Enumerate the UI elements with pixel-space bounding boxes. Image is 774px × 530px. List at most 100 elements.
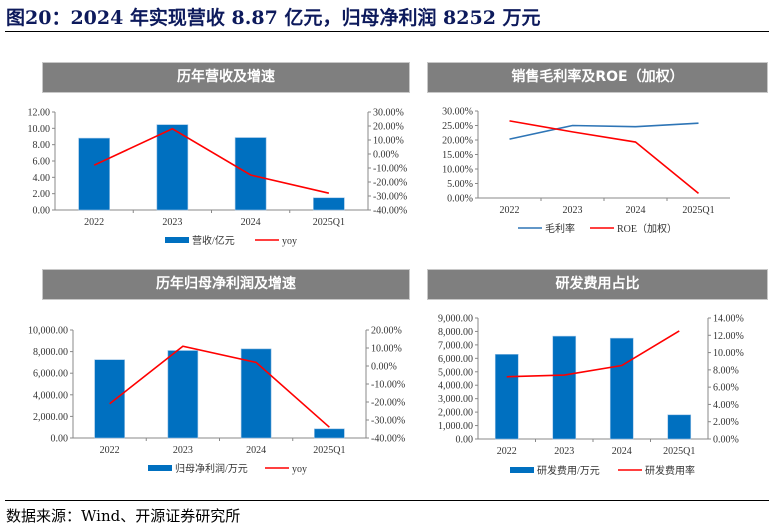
left-tick-label: 1,000.00 xyxy=(438,421,473,432)
figure-title: 图20：2024 年实现营收 8.87 亿元，归母净利润 8252 万元 xyxy=(6,7,541,29)
left-tick-label: 10,000.00 xyxy=(28,326,68,337)
x-tick-label: 2022 xyxy=(497,446,517,457)
x-tick-label: 2023 xyxy=(162,217,182,228)
bar xyxy=(667,414,692,440)
right-tick-label: 8.00% xyxy=(713,365,739,376)
left-tick-label: 0.00 xyxy=(33,206,51,217)
legend-swatch-bar xyxy=(148,465,172,471)
bar xyxy=(240,348,272,439)
left-tick-label: 6,000.00 xyxy=(438,354,473,365)
right-tick-label: 30.00% xyxy=(373,108,404,119)
right-tick-label: -40.00% xyxy=(373,206,407,217)
left-tick-label: 10.00 xyxy=(28,124,51,135)
series-line xyxy=(93,127,330,194)
left-tick-label: 4,000.00 xyxy=(33,390,68,401)
x-tick-label: 2022 xyxy=(500,205,520,216)
right-tick-label: -10.00% xyxy=(371,380,405,391)
bottom-rule xyxy=(5,500,769,501)
top-rule xyxy=(5,31,769,32)
right-tick-label: -10.00% xyxy=(373,164,407,175)
right-tick-label: -20.00% xyxy=(373,178,407,189)
right-tick-label: 12.00% xyxy=(713,331,744,342)
left-tick-label: 9,000.00 xyxy=(438,314,473,325)
right-tick-label: 10.00% xyxy=(713,348,744,359)
series-line xyxy=(509,122,699,140)
legend-label: 研发费用/万元 xyxy=(537,464,600,477)
legend-label: 研发费用率 xyxy=(645,464,695,477)
left-tick-label: 2.00 xyxy=(33,189,51,200)
left-tick-label: 7,000.00 xyxy=(438,340,473,351)
panel-title-margin-roe: 销售毛利率及ROE（加权） xyxy=(427,62,768,93)
bar xyxy=(552,335,577,440)
x-tick-label: 2023 xyxy=(173,445,193,456)
right-tick-label: 20.00% xyxy=(373,122,404,133)
series-line xyxy=(506,330,680,378)
right-tick-label: 6.00% xyxy=(713,383,739,394)
left-tick-label: 4.00 xyxy=(33,173,51,184)
left-tick-label: 0.00 xyxy=(456,435,474,446)
bar xyxy=(313,197,345,211)
bar xyxy=(314,428,345,439)
left-tick-label: 2,000.00 xyxy=(33,412,68,423)
x-tick-label: 2025Q1 xyxy=(663,446,695,457)
legend-label: ROE（加权） xyxy=(617,222,677,235)
bar xyxy=(609,337,634,440)
left-tick-label: 6.00 xyxy=(33,157,51,168)
right-tick-label: -20.00% xyxy=(371,398,405,409)
right-tick-label: 20.00% xyxy=(371,326,402,337)
bar xyxy=(494,353,519,440)
bar xyxy=(156,124,189,211)
right-tick-label: 14.00% xyxy=(713,314,744,325)
left-tick-label: 5,000.00 xyxy=(438,367,473,378)
left-tick-label: 25.00% xyxy=(442,121,473,132)
legend-label: 毛利率 xyxy=(545,222,575,235)
x-tick-label: 2025Q1 xyxy=(313,445,345,456)
legend-label: yoy xyxy=(282,236,297,247)
left-tick-label: 12.00 xyxy=(28,108,51,119)
bar xyxy=(94,359,125,439)
series-line xyxy=(509,120,700,194)
bar xyxy=(234,137,267,211)
left-tick-label: 2,000.00 xyxy=(438,408,473,419)
x-tick-label: 2023 xyxy=(563,205,583,216)
x-tick-label: 2022 xyxy=(100,445,120,456)
x-tick-label: 2025Q1 xyxy=(313,217,345,228)
right-tick-label: 10.00% xyxy=(373,136,404,147)
panel-title-revenue: 历年营收及增速 xyxy=(42,62,410,93)
right-tick-label: 0.00% xyxy=(713,435,739,446)
right-tick-label: -30.00% xyxy=(373,192,407,203)
left-tick-label: 6,000.00 xyxy=(33,369,68,380)
panel-title-rd: 研发费用占比 xyxy=(427,269,768,300)
right-tick-label: -30.00% xyxy=(371,416,405,427)
left-tick-label: 3,000.00 xyxy=(438,394,473,405)
bar xyxy=(78,137,110,211)
left-tick-label: 4,000.00 xyxy=(438,381,473,392)
bar xyxy=(167,350,199,439)
left-tick-label: 5.00% xyxy=(447,179,473,190)
x-tick-label: 2024 xyxy=(246,445,266,456)
left-tick-label: 0.00 xyxy=(51,434,69,445)
x-tick-label: 2023 xyxy=(554,446,574,457)
legend-swatch-bar xyxy=(165,237,189,243)
x-tick-label: 2024 xyxy=(612,446,632,457)
legend-label: 归母净利润/万元 xyxy=(175,462,248,475)
left-tick-label: 30.00% xyxy=(442,107,473,118)
series-line xyxy=(109,345,330,428)
right-tick-label: 0.00% xyxy=(373,150,399,161)
right-tick-label: 0.00% xyxy=(371,362,397,373)
left-tick-label: 8,000.00 xyxy=(33,347,68,358)
panel-title-net-profit: 历年归母净利润及增速 xyxy=(42,269,410,300)
right-tick-label: 4.00% xyxy=(713,400,739,411)
x-tick-label: 2022 xyxy=(84,217,104,228)
legend-label: 营收/亿元 xyxy=(192,234,235,247)
legend-swatch-bar xyxy=(510,467,534,473)
left-tick-label: 15.00% xyxy=(442,150,473,161)
left-tick-label: 20.00% xyxy=(442,136,473,147)
x-tick-label: 2024 xyxy=(241,217,261,228)
left-tick-label: 10.00% xyxy=(442,165,473,176)
legend-label: yoy xyxy=(292,464,307,475)
x-tick-label: 2025Q1 xyxy=(682,205,714,216)
left-tick-label: 8,000.00 xyxy=(438,327,473,338)
